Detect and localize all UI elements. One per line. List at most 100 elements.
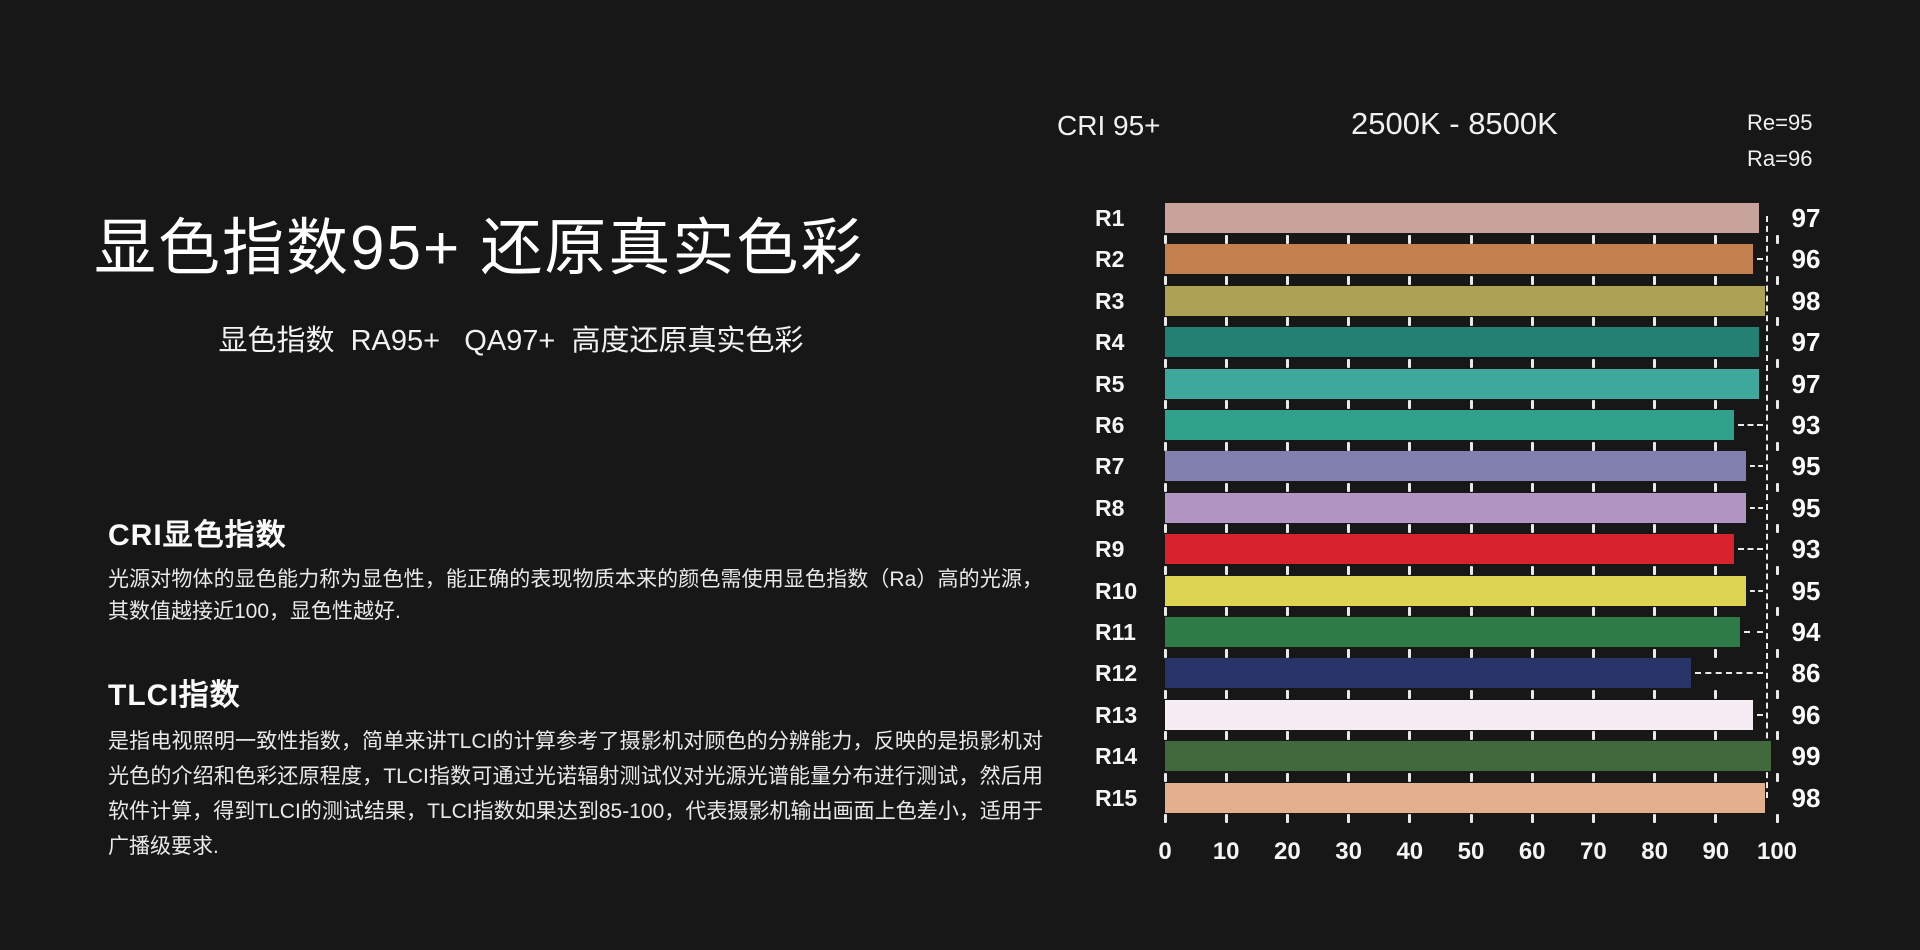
grid-tick [1408, 607, 1412, 617]
bar-value-R3: 98 [1791, 285, 1821, 316]
grid-tick [1714, 234, 1718, 244]
bar-R7 [1165, 451, 1747, 482]
bar-label-R7: R7 [1095, 453, 1125, 480]
tlci-section-body: 是指电视照明一致性指数，简单来讲TLCI的计算参考了摄影机对顾色的分辨能力，反映… [108, 730, 1043, 858]
bar-R1 [1165, 203, 1759, 233]
x-axis-label-0: 0 [1158, 838, 1172, 865]
grid-tick [1591, 772, 1595, 782]
grid-tick [1714, 358, 1718, 368]
grid-tick [1347, 524, 1351, 534]
bar-connector-R6 [1738, 424, 1763, 426]
grid-tick [1285, 441, 1289, 451]
x-axis-label-20: 20 [1274, 838, 1301, 865]
grid-tick [1775, 234, 1779, 244]
grid-tick [1469, 731, 1473, 741]
grid-tick [1224, 524, 1228, 534]
cri-section-body: 光源对物体的显色能力称为显色性，能正确的表现物质本来的颜色需使用显色指数（Ra）… [108, 568, 1043, 623]
grid-tick [1163, 772, 1167, 782]
grid-tick [1530, 607, 1534, 617]
bar-label-R6: R6 [1095, 412, 1125, 438]
grid-tick [1775, 275, 1779, 285]
grid-tick [1591, 689, 1595, 699]
grid-tick [1285, 234, 1289, 244]
bar-R12 [1165, 658, 1692, 689]
bar-R5 [1165, 368, 1759, 399]
bar-label-R13: R13 [1095, 701, 1138, 728]
bar-connector-R8 [1750, 506, 1763, 509]
grid-tick [1347, 275, 1351, 285]
grid-tick [1469, 482, 1473, 492]
grid-tick [1224, 814, 1228, 824]
bar-value-R10: 95 [1791, 575, 1821, 606]
grid-tick [1653, 524, 1657, 534]
grid-tick [1591, 441, 1595, 451]
grid-tick [1714, 482, 1718, 492]
cri-section-heading: CRI显色指数 [108, 518, 287, 552]
grid-tick [1714, 565, 1718, 575]
grid-tick [1469, 524, 1473, 534]
bar-label-R5: R5 [1095, 370, 1125, 397]
chart-re-value: Re=95 [1747, 110, 1813, 135]
grid-tick [1775, 317, 1779, 327]
grid-tick [1469, 772, 1473, 782]
chart-kelvin-range: 2500K - 8500K [1351, 106, 1558, 141]
grid-tick [1591, 400, 1595, 410]
x-axis-label-70: 70 [1580, 838, 1607, 865]
bar-value-R6: 93 [1791, 410, 1821, 440]
grid-tick [1347, 607, 1351, 617]
grid-tick [1408, 317, 1412, 327]
bar-R15 [1165, 782, 1765, 813]
grid-tick [1775, 648, 1779, 658]
grid-tick [1224, 358, 1228, 368]
grid-tick [1591, 524, 1595, 534]
grid-tick [1714, 275, 1718, 285]
grid-tick [1530, 317, 1534, 327]
grid-tick [1408, 565, 1412, 575]
grid-tick [1714, 317, 1718, 327]
grid-tick [1163, 317, 1167, 327]
grid-tick [1285, 607, 1289, 617]
bar-label-R1: R1 [1095, 205, 1125, 231]
grid-tick [1285, 689, 1289, 699]
bar-connector-R13 [1756, 713, 1763, 716]
grid-tick [1591, 607, 1595, 617]
grid-tick [1530, 689, 1534, 699]
bar-connector-R10 [1750, 589, 1763, 592]
grid-tick [1224, 234, 1228, 244]
grid-tick [1347, 648, 1351, 658]
grid-tick [1653, 607, 1657, 617]
grid-tick [1408, 441, 1412, 451]
bar-value-R4: 97 [1791, 327, 1821, 358]
bar-value-R5: 97 [1791, 368, 1821, 399]
grid-tick [1530, 275, 1534, 285]
grid-tick [1285, 317, 1289, 327]
grid-tick [1285, 275, 1289, 285]
grid-tick [1775, 358, 1779, 368]
bar-label-R4: R4 [1095, 329, 1125, 356]
bar-connector-R7 [1750, 465, 1763, 468]
grid-tick [1469, 689, 1473, 699]
bar-label-R8: R8 [1095, 494, 1125, 521]
grid-tick [1530, 772, 1534, 782]
x-axis-label-40: 40 [1396, 838, 1424, 865]
grid-tick [1408, 772, 1412, 782]
bar-label-R11: R11 [1095, 619, 1136, 645]
grid-tick [1285, 524, 1289, 534]
grid-tick [1591, 358, 1595, 368]
grid-tick [1530, 524, 1534, 534]
grid-tick [1163, 607, 1167, 617]
grid-tick [1469, 317, 1473, 327]
grid-tick [1530, 234, 1534, 244]
grid-tick [1224, 648, 1228, 658]
bar-value-R11: 94 [1791, 617, 1821, 647]
grid-tick [1347, 772, 1351, 782]
grid-tick [1285, 358, 1289, 368]
grid-tick [1285, 400, 1289, 410]
bar-value-R8: 95 [1791, 492, 1821, 523]
bar-value-R7: 95 [1791, 451, 1821, 482]
grid-tick [1347, 689, 1351, 699]
bar-value-R2: 96 [1791, 244, 1821, 275]
x-axis-label-60: 60 [1518, 838, 1546, 865]
grid-tick [1224, 565, 1228, 575]
